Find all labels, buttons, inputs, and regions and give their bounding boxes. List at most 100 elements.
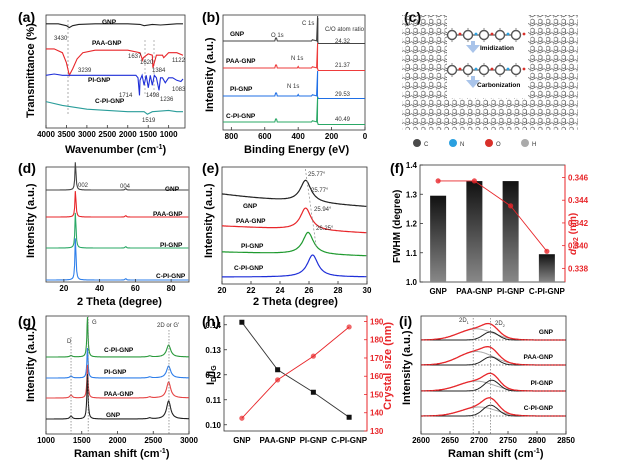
- panel-a-x-tick-label: 1000: [160, 130, 178, 139]
- benzene-ring: [446, 29, 458, 41]
- panel-e: (e) GNP PAA-GNP PI-GNP C-PI-GNP 25.77° 2…: [202, 160, 372, 308]
- panel-g-x-tick-label: 2000: [109, 436, 127, 445]
- panel-e-peak-label: 25.77°: [308, 172, 326, 178]
- panel-b-x-tick-label: 800: [225, 132, 239, 141]
- panel-h: (h) 0.10 0.11 0.12 0.13 0.14 130 140 150 160 170 1…: [202, 313, 394, 445]
- benzene-ring: [478, 29, 490, 41]
- panel-h-yr-tick-label: 150: [370, 390, 384, 399]
- panel-f-yr-tick-label: 0.342: [568, 219, 589, 228]
- panel-h-label: (h): [202, 313, 220, 329]
- atom: [482, 74, 486, 78]
- panel-b-peak-o1s: O 1s: [271, 33, 284, 39]
- atom: [474, 32, 478, 36]
- panel-h-idig-point: [310, 389, 316, 395]
- panel-g-line-c-pi-gnp: [46, 316, 189, 358]
- panel-i-series-label: PI-GNP: [531, 380, 554, 387]
- panel-f-ylabel-right: d002 (nm): [568, 213, 580, 255]
- legend-atom-label: O: [496, 142, 501, 148]
- panel-a-annotation: 1236: [160, 97, 174, 103]
- atom: [498, 62, 502, 66]
- panel-f-ylabel: FWHM (degree): [392, 190, 403, 263]
- panel-b-peak-c1s: C 1s: [302, 21, 314, 27]
- atom: [522, 32, 526, 36]
- panel-e-line-c-pi-gnp: [222, 254, 367, 278]
- panel-h-crystal-point: [346, 324, 352, 330]
- panel-a-annotation: 1519: [142, 118, 156, 124]
- panel-g-series-label: GNP: [106, 412, 121, 419]
- panel-e-peak-label: 25.94°: [314, 207, 332, 213]
- panel-h-idig-line: [241, 322, 350, 418]
- panel-h-y-tick-label: 0.13: [205, 346, 221, 355]
- panel-g-xlabel: Raman shift (cm-1): [74, 448, 170, 460]
- arrow-down-icon: [466, 41, 480, 53]
- panel-g-line-pi-gnp: [46, 347, 189, 379]
- panel-b-co-ratio: 21.37: [335, 63, 351, 69]
- atom: [506, 67, 510, 71]
- panel-e-x-tick-label: 28: [334, 286, 343, 295]
- panel-h-y-tick-label: 0.14: [205, 321, 221, 330]
- atom: [514, 62, 518, 66]
- panel-b-x-tick-label: 600: [258, 132, 272, 141]
- panel-h-category-label: C-PI-GNP: [331, 436, 368, 445]
- panel-a-x-tick-label: 2500: [98, 130, 116, 139]
- graphene-sheet-bridge: [447, 98, 528, 130]
- atom: [458, 67, 462, 71]
- legend-atom-h-icon: [521, 139, 529, 147]
- panel-g-line-gnp: [46, 373, 189, 420]
- panel-a-annotation: 1083: [172, 87, 186, 93]
- panel-e-x-tick-label: 22: [247, 286, 256, 295]
- panel-a-xlabel: Wavenumber (cm-1): [65, 144, 167, 156]
- panel-a-line-pi-gnp: [45, 73, 184, 96]
- benzene-ring: [510, 29, 522, 41]
- panel-a-label: (a): [18, 9, 35, 25]
- atom: [490, 32, 494, 36]
- graphene-sheet-left: [402, 15, 447, 130]
- panel-e-x-tick-label: 30: [363, 286, 372, 295]
- atom: [498, 39, 502, 43]
- panel-d-ylabel: Intensity (a.u.): [25, 183, 37, 258]
- arrow-down-icon: [466, 76, 480, 88]
- panel-h-category-label: GNP: [233, 436, 251, 445]
- panel-a-line-gnp: [46, 23, 183, 29]
- panel-e-series-label: C-PI-GNP: [234, 265, 264, 272]
- panel-f-category-label: C-PI-GNP: [529, 287, 566, 296]
- panel-f-d002-point: [544, 248, 550, 254]
- panel-b-series-label: PI-GNP: [230, 86, 253, 93]
- panel-i-component-label: 2D1: [459, 318, 470, 325]
- benzene-ring: [494, 29, 506, 41]
- atom: [466, 27, 470, 31]
- panel-g-x-tick-label: 1500: [73, 436, 91, 445]
- panel-b: (b) GNP PAA-GNP PI-GNP C-PI-GNP C 1s O 1…: [202, 9, 368, 156]
- benzene-ring: [446, 64, 458, 76]
- panel-b-line-pi-gnp: [223, 70, 365, 100]
- panel-g-x-tick-label: 2500: [144, 436, 162, 445]
- panel-i-ylabel: Intensity (a.u.): [401, 330, 413, 405]
- step-imidization: Imidization: [480, 45, 514, 52]
- panel-b-ylabel: Intensity (a.u.): [204, 37, 216, 112]
- panel-f-bar-c-pi-gnp: [538, 254, 555, 282]
- panel-f-bar-pi-gnp: [502, 181, 519, 282]
- panel-i-series-label: PAA-GNP: [524, 354, 554, 361]
- panel-f-y-tick-label: 1.3: [406, 190, 418, 199]
- atom: [458, 32, 462, 36]
- legend-atom-c-icon: [413, 139, 421, 147]
- panel-f-label: (f): [390, 160, 404, 176]
- panel-e-guide: [305, 168, 317, 248]
- panel-g-band-2d: 2D or G': [157, 323, 179, 329]
- panel-h-category-label: PI-GNP: [300, 436, 328, 445]
- panel-h-crystal-point: [239, 415, 245, 421]
- panel-d-series-label: C-PI-GNP: [156, 273, 186, 280]
- atom: [498, 27, 502, 31]
- panel-a-series-label: PI-GNP: [88, 77, 111, 84]
- panel-h-ylabel-right: Crystal size (nm): [382, 322, 394, 410]
- panel-e-line-paa-gnp: [222, 207, 367, 234]
- atom: [450, 39, 454, 43]
- panel-d-series-label: PAA-GNP: [153, 211, 183, 218]
- benzene-ring: [462, 29, 474, 41]
- panel-f-d002-line: [438, 180, 548, 252]
- panel-f-yr-tick-label: 0.340: [568, 242, 589, 251]
- panel-h-crystal-point: [275, 377, 281, 383]
- panel-d-label: (d): [18, 160, 36, 176]
- benzene-ring: [510, 64, 522, 76]
- legend-atom-n-icon: [449, 139, 457, 147]
